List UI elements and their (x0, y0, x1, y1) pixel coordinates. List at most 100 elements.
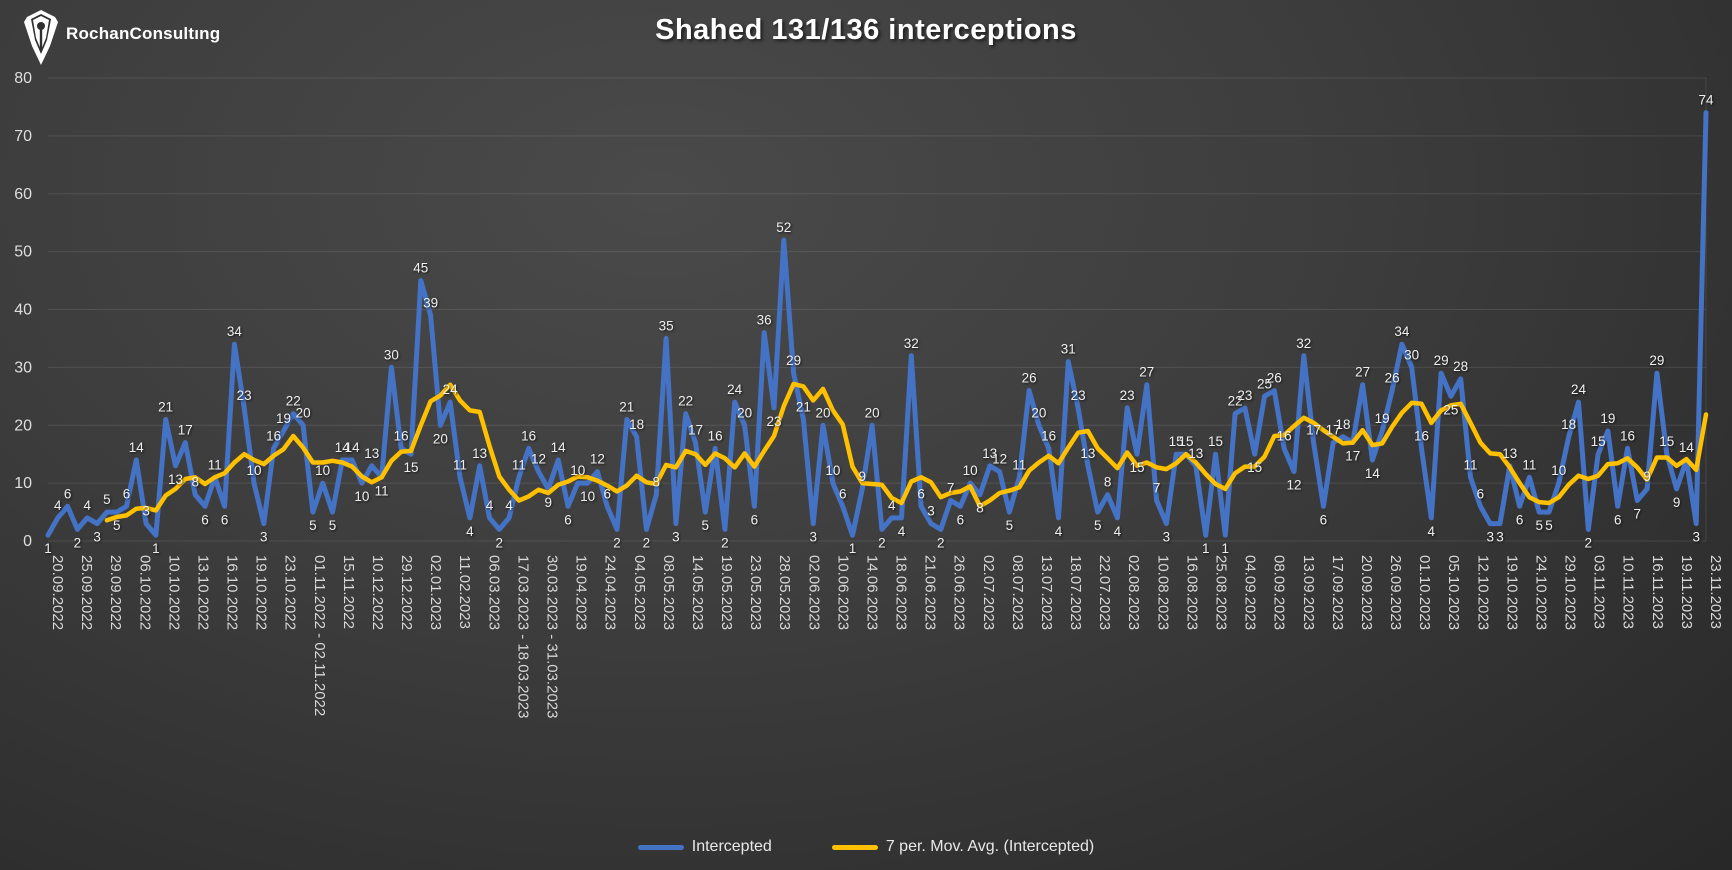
svg-text:16: 16 (1620, 428, 1635, 443)
svg-text:08.05.2023: 08.05.2023 (660, 555, 677, 630)
svg-text:11: 11 (375, 483, 389, 498)
svg-text:15: 15 (1247, 460, 1262, 475)
svg-text:26: 26 (1385, 371, 1400, 386)
svg-text:19.05.2023: 19.05.2023 (718, 555, 735, 630)
svg-text:50: 50 (14, 244, 32, 261)
svg-text:30: 30 (1404, 347, 1419, 362)
svg-text:25: 25 (1443, 402, 1458, 417)
svg-text:17.03.2023 - 18.03.2023: 17.03.2023 - 18.03.2023 (514, 555, 531, 718)
svg-text:04.09.2023: 04.09.2023 (1242, 555, 1259, 630)
svg-text:16: 16 (708, 428, 723, 443)
svg-text:1: 1 (849, 541, 857, 556)
svg-text:22: 22 (1228, 394, 1243, 409)
svg-text:01.10.2023: 01.10.2023 (1416, 555, 1433, 630)
svg-text:3: 3 (260, 530, 268, 545)
svg-text:5: 5 (1545, 518, 1553, 533)
svg-text:4: 4 (486, 498, 494, 513)
legend-item-intercepted[interactable]: Intercepted (637, 838, 772, 856)
svg-text:8: 8 (191, 475, 199, 490)
svg-text:30.03.2023 - 31.03.2023: 30.03.2023 - 31.03.2023 (543, 555, 560, 718)
svg-text:03.11.2023: 03.11.2023 (1591, 555, 1608, 629)
svg-text:5: 5 (702, 518, 710, 533)
svg-text:4: 4 (505, 498, 513, 513)
svg-text:19.10.2023: 19.10.2023 (1503, 555, 1520, 630)
svg-text:20.09.2023: 20.09.2023 (1358, 555, 1375, 630)
svg-text:8: 8 (653, 475, 661, 490)
svg-text:9: 9 (859, 469, 867, 484)
svg-text:5: 5 (1094, 518, 1102, 533)
svg-text:2: 2 (74, 535, 82, 550)
svg-text:4: 4 (1114, 524, 1122, 539)
svg-text:12: 12 (992, 452, 1007, 467)
svg-text:20: 20 (433, 431, 448, 446)
svg-text:16.11.2023: 16.11.2023 (1649, 555, 1666, 629)
svg-text:10: 10 (1551, 463, 1566, 478)
svg-text:13: 13 (1080, 446, 1095, 461)
svg-text:3: 3 (927, 504, 935, 519)
svg-text:6: 6 (1320, 512, 1328, 527)
svg-text:34: 34 (1394, 324, 1410, 339)
svg-text:6: 6 (1614, 512, 1622, 527)
svg-text:10: 10 (246, 463, 261, 478)
svg-text:17: 17 (1306, 423, 1321, 438)
svg-text:24: 24 (1571, 382, 1587, 397)
svg-text:10: 10 (825, 463, 840, 478)
svg-text:52: 52 (776, 220, 791, 235)
svg-text:5: 5 (329, 518, 337, 533)
svg-text:13: 13 (982, 446, 997, 461)
legend-item-moving-avg[interactable]: 7 per. Mov. Avg. (Intercepted) (831, 838, 1095, 856)
svg-text:8: 8 (1104, 475, 1112, 490)
svg-text:16: 16 (266, 428, 281, 443)
svg-text:45: 45 (413, 261, 428, 276)
svg-text:13: 13 (472, 446, 487, 461)
svg-text:06.10.2022: 06.10.2022 (136, 555, 153, 630)
svg-text:02.08.2023: 02.08.2023 (1125, 555, 1142, 630)
svg-text:11: 11 (512, 457, 526, 472)
svg-text:39: 39 (423, 295, 438, 310)
svg-text:02.06.2023: 02.06.2023 (805, 555, 822, 630)
svg-text:16: 16 (394, 428, 409, 443)
svg-text:16: 16 (1041, 428, 1056, 443)
svg-text:1: 1 (152, 541, 160, 556)
svg-text:14: 14 (335, 440, 351, 455)
svg-text:4: 4 (466, 524, 474, 539)
svg-text:17: 17 (688, 423, 703, 438)
svg-text:13.10.2022: 13.10.2022 (194, 555, 211, 630)
svg-text:14: 14 (345, 440, 361, 455)
svg-text:29.12.2022: 29.12.2022 (398, 555, 415, 630)
svg-text:11: 11 (453, 457, 467, 472)
svg-text:19: 19 (1375, 411, 1390, 426)
svg-text:6: 6 (201, 512, 209, 527)
svg-text:16.08.2023: 16.08.2023 (1183, 555, 1200, 630)
svg-text:14.05.2023: 14.05.2023 (689, 555, 706, 630)
legend-label-moving-avg: 7 per. Mov. Avg. (Intercepted) (885, 838, 1095, 855)
svg-text:16: 16 (1414, 428, 1429, 443)
svg-text:11: 11 (1012, 457, 1026, 472)
svg-text:19: 19 (276, 411, 291, 426)
svg-text:5: 5 (309, 518, 317, 533)
svg-text:18.07.2023: 18.07.2023 (1067, 555, 1084, 630)
svg-text:3: 3 (672, 530, 680, 545)
svg-text:29.09.2022: 29.09.2022 (107, 555, 124, 630)
svg-text:13.09.2023: 13.09.2023 (1300, 555, 1317, 630)
svg-text:4: 4 (898, 524, 906, 539)
svg-text:23.05.2023: 23.05.2023 (747, 555, 764, 630)
svg-text:7: 7 (1634, 507, 1642, 522)
svg-text:15: 15 (1129, 460, 1144, 475)
svg-text:2: 2 (721, 535, 729, 550)
svg-text:7: 7 (1153, 481, 1161, 496)
svg-text:5: 5 (103, 492, 111, 507)
svg-text:22.07.2023: 22.07.2023 (1096, 555, 1113, 630)
svg-text:24: 24 (727, 382, 743, 397)
svg-text:6: 6 (751, 512, 759, 527)
svg-text:4: 4 (54, 498, 62, 513)
svg-text:2: 2 (878, 535, 886, 550)
svg-text:23: 23 (1071, 388, 1086, 403)
svg-text:17: 17 (1345, 449, 1360, 464)
svg-text:20: 20 (737, 405, 752, 420)
svg-text:04.05.2023: 04.05.2023 (631, 555, 648, 630)
svg-text:74: 74 (1698, 93, 1714, 108)
moving-avg-line-swatch (831, 844, 878, 850)
svg-text:12.10.2023: 12.10.2023 (1474, 555, 1491, 630)
svg-text:70: 70 (14, 128, 32, 145)
